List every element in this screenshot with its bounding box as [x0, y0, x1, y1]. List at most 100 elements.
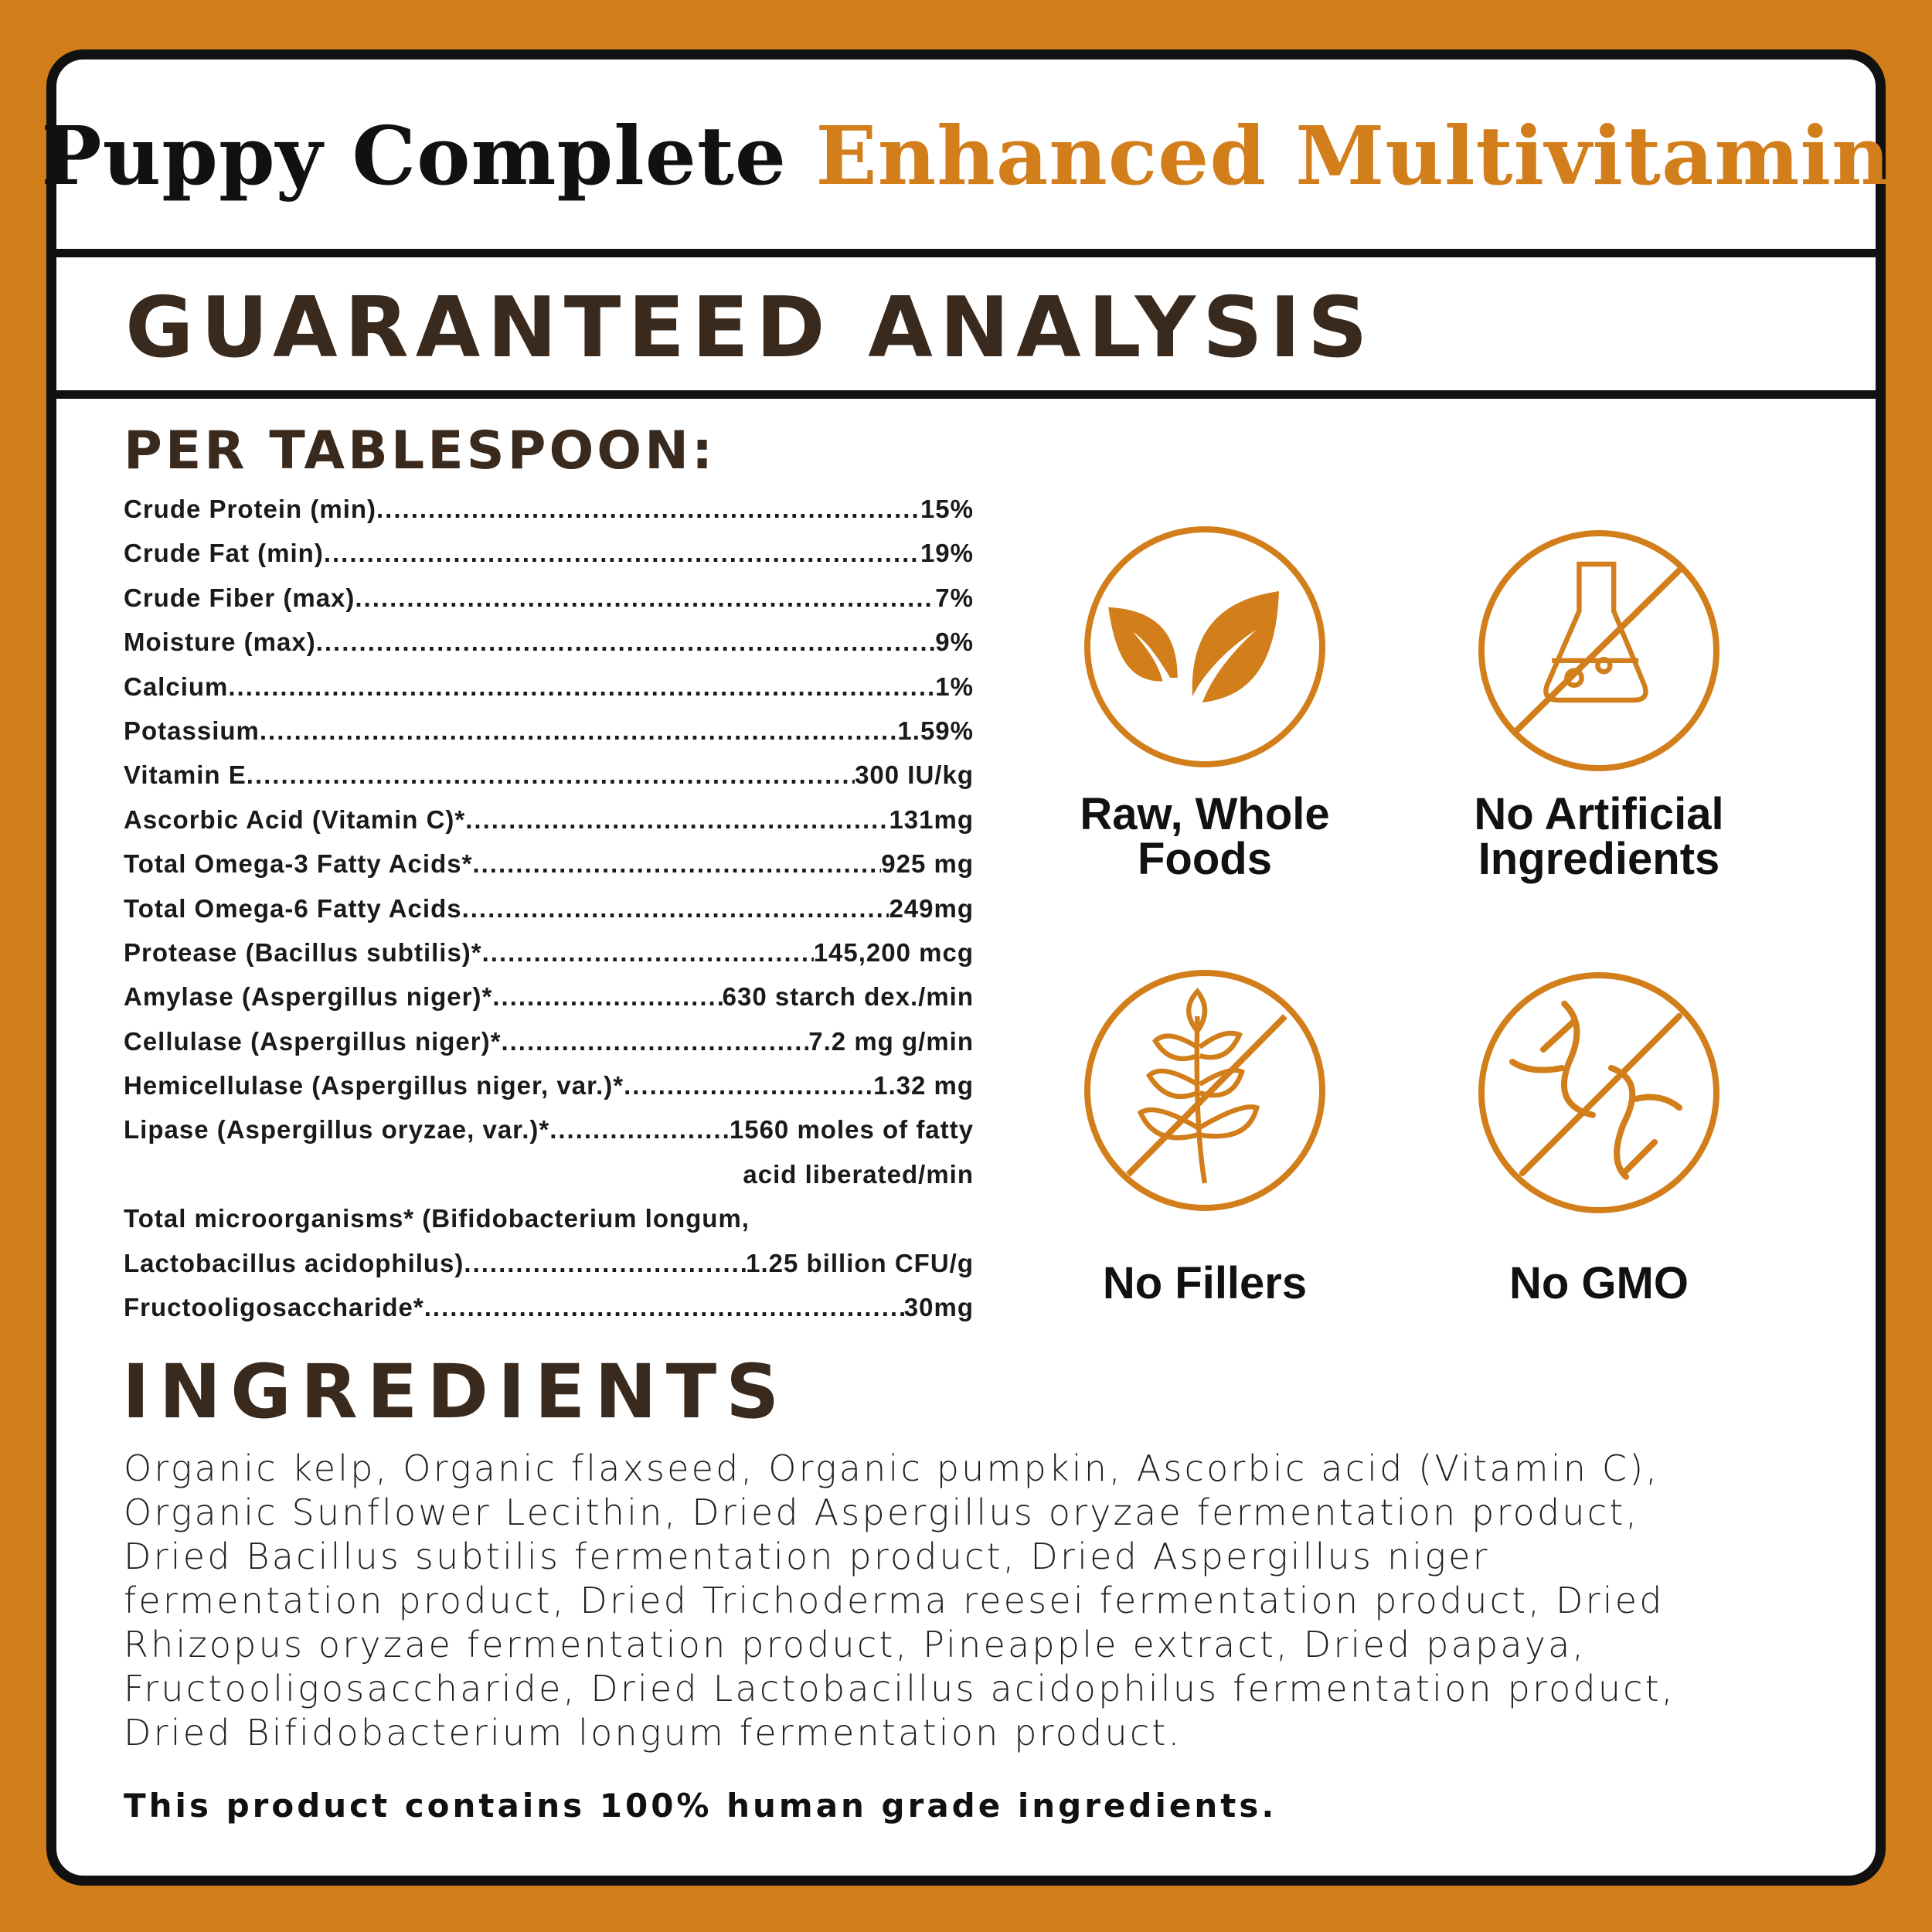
analysis-row: Protease (Bacillus subtilis)* 145,200 mcg [124, 938, 974, 982]
nutrient-label: Total Omega-3 Fatty Acids* [124, 849, 473, 879]
dot-leader [324, 539, 920, 568]
badge-label-no-gmo: No GMO [1509, 1258, 1689, 1308]
badge-label-no-fillers: No Fillers [1102, 1258, 1308, 1308]
nutrient-value: 1% [935, 672, 974, 701]
dot-leader [624, 1071, 873, 1100]
nutrient-value: 1560 moles of fatty [729, 1115, 974, 1145]
badge-label-line: Raw, Whole [1080, 789, 1330, 839]
nutrient-value: 9% [935, 628, 974, 657]
divider [46, 390, 1886, 399]
nutrient-value: 30mg [903, 1293, 974, 1322]
badge-label-raw-whole-foods: Raw, Whole Foods [1012, 792, 1398, 882]
ingredients-line: Fructooligosaccharide, Dried Lactobacill… [124, 1668, 1675, 1709]
ingredients-heading: INGREDIENTS [122, 1349, 789, 1435]
analysis-row: Calcium 1% [124, 672, 974, 716]
label-card [46, 49, 1886, 1886]
dot-leader [549, 1115, 730, 1145]
product-subtitle: Enhanced Multivitamin [815, 108, 1891, 203]
nutrient-label: Total Omega-6 Fatty Acids [124, 893, 462, 923]
nutrient-value: 300 IU/kg [855, 760, 974, 790]
nutrient-value: 131mg [889, 804, 974, 834]
section-heading: GUARANTEED ANALYSIS [125, 280, 1375, 376]
ingredients-line: Organic kelp, Organic flaxseed, Organic … [124, 1447, 1660, 1489]
nutrient-label: Crude Fat (min) [124, 539, 324, 568]
dot-leader [492, 982, 722, 1012]
analysis-row: Cellulase (Aspergillus niger)* 7.2 mg g/m… [124, 1027, 974, 1071]
dot-leader [424, 1293, 904, 1322]
nutrient-value: 1.25 billion CFU/g [746, 1248, 974, 1277]
analysis-row: Fructooligosaccharide* 30mg [124, 1293, 974, 1337]
product-title: Puppy Complete Enhanced Multivitamin [0, 108, 1932, 203]
dot-leader [376, 495, 920, 524]
nutrient-value: 1.59% [897, 716, 974, 745]
dot-leader [228, 672, 935, 702]
nutrient-value: 145,200 mcg [813, 937, 974, 967]
dot-leader [472, 849, 881, 879]
analysis-row: Total Omega-3 Fatty Acids* 925 mg [124, 849, 974, 893]
nutrient-value: 7.2 mg g/min [808, 1026, 974, 1056]
nutrient-label: Fructooligosaccharide* [124, 1293, 424, 1322]
dot-leader [260, 716, 898, 746]
nutrient-label: Total microorganisms* (Bifidobacterium l… [124, 1204, 750, 1233]
dot-leader [355, 583, 935, 613]
analysis-row: Crude Fat (min) 19% [124, 539, 974, 583]
ingredients-text: Organic kelp, Organic flaxseed, Organic … [124, 1447, 1675, 1755]
analysis-row: Lipase (Aspergillus oryzae, var.)* 1560 m… [124, 1115, 974, 1159]
nutrient-label: Hemicellulase (Aspergillus niger, var.)* [124, 1071, 624, 1100]
analysis-row-value-continued: acid liberated/min [124, 1160, 974, 1204]
analysis-row: Ascorbic Acid (Vitamin C)* 131mg [124, 805, 974, 849]
analysis-table: Crude Protein (min) 15% Crude Fat (min) 19%… [124, 495, 974, 1337]
analysis-row: Lactobacillus acidophilus) 1.25 billion C… [124, 1249, 974, 1293]
per-serving-label: PER TABLESPOON: [124, 420, 716, 481]
nutrient-label: Lipase (Aspergillus oryzae, var.)* [124, 1115, 550, 1145]
analysis-row: Crude Fiber (max) 7% [124, 583, 974, 628]
analysis-row: Hemicellulase (Aspergillus niger, var.)*… [124, 1071, 974, 1115]
nutrient-value: 925 mg [881, 849, 974, 879]
analysis-row: Potassium 1.59% [124, 716, 974, 760]
dot-leader [462, 894, 889, 923]
badge-label-line: No Artificial [1474, 789, 1724, 839]
nutrient-value: 249mg [889, 893, 974, 923]
ingredients-line: Dried Bacillus subtilis fermentation pro… [124, 1536, 1490, 1577]
nutrient-label: Crude Fiber (max) [124, 583, 355, 612]
badge-label-line: Ingredients [1478, 834, 1720, 884]
nutrient-value: 630 starch dex./min [722, 982, 974, 1012]
analysis-row: Crude Protein (min) 15% [124, 495, 974, 539]
nutrient-value: 1.32 mg [873, 1071, 974, 1100]
divider [46, 249, 1886, 257]
ingredients-line: fermentation product, Dried Trichoderma … [124, 1580, 1665, 1621]
dot-leader [464, 1249, 746, 1278]
dot-leader [482, 938, 814, 968]
nutrient-label: Vitamin E [124, 760, 247, 790]
leaf-icon [1081, 523, 1328, 770]
dot-leader [465, 805, 889, 835]
nutrient-value: acid liberated/min [743, 1159, 974, 1189]
nutrient-label: Ascorbic Acid (Vitamin C)* [124, 804, 466, 834]
product-name: Puppy Complete [41, 108, 787, 203]
ingredients-line: Organic Sunflower Lecithin, Dried Asperg… [124, 1492, 1640, 1533]
nutrient-label: Cellulase (Aspergillus niger)* [124, 1026, 502, 1056]
ingredients-line: Dried Bifidobacterium longum fermentatio… [124, 1712, 1182, 1753]
nutrient-value: 15% [920, 495, 974, 523]
nutrient-label: Amylase (Aspergillus niger)* [124, 982, 493, 1012]
dot-leader [247, 760, 855, 790]
nutrient-label: Crude Protein (min) [124, 495, 377, 523]
analysis-row: Amylase (Aspergillus niger)* 630 starch d… [124, 982, 974, 1026]
nutrient-label: Lactobacillus acidophilus) [124, 1248, 464, 1277]
analysis-row-label-continued: Total microorganisms* (Bifidobacterium l… [124, 1204, 974, 1248]
ingredients-line: Rhizopus oryzae fermentation product, Pi… [124, 1624, 1587, 1665]
no-gmo-dna-icon [1475, 969, 1723, 1216]
no-fillers-wheat-icon [1081, 967, 1328, 1214]
nutrient-value: 19% [920, 539, 974, 568]
nutrient-value: 7% [935, 583, 974, 612]
badge-label-line: Foods [1138, 834, 1272, 884]
analysis-row: Total Omega-6 Fatty Acids 249mg [124, 894, 974, 938]
nutrient-label: Calcium [124, 672, 229, 701]
analysis-row: Moisture (max) 9% [124, 628, 974, 672]
nutrient-label: Protease (Bacillus subtilis)* [124, 937, 482, 967]
dot-leader [316, 628, 936, 657]
dot-leader [501, 1027, 808, 1056]
badge-label-no-artificial: No Artificial Ingredients [1406, 792, 1792, 882]
footer-note: This product contains 100% human grade i… [124, 1787, 1277, 1825]
nutrient-label: Potassium [124, 716, 260, 745]
